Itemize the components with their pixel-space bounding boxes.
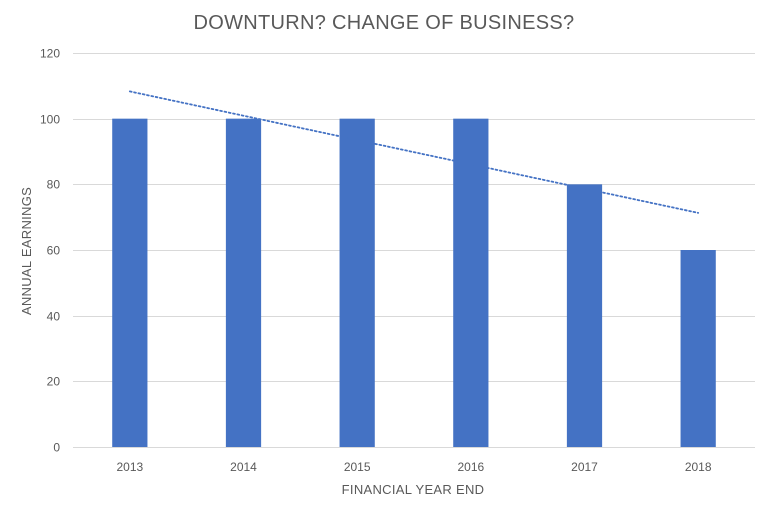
y-tick-label: 80 [47, 178, 61, 192]
x-axis-ticks: 2013 2014 2015 2016 2017 2018 [116, 460, 711, 474]
y-tick-label: 20 [47, 375, 61, 389]
y-tick-label: 120 [40, 47, 60, 61]
bar-2016 [453, 118, 489, 448]
bar-2017 [566, 184, 603, 448]
y-tick-label: 40 [47, 310, 61, 324]
x-tick-label: 2015 [344, 460, 371, 474]
y-tick-label: 100 [40, 113, 60, 127]
x-tick-label: 2013 [116, 460, 143, 474]
y-tick-label: 0 [53, 441, 60, 455]
chart-title: DOWNTURN? CHANGE OF BUSINESS? [193, 12, 575, 34]
x-tick-label: 2017 [571, 460, 598, 474]
bar-2015 [339, 118, 375, 448]
y-axis-ticks: 0 20 40 60 80 100 120 [40, 47, 60, 455]
bar-2018 [680, 250, 716, 447]
x-axis-title: FINANCIAL YEAR END [342, 482, 485, 497]
trendline [128, 90, 700, 214]
gridlines [73, 53, 755, 448]
y-axis-title: ANNUAL EARNINGS [19, 187, 34, 315]
trendline-group [128, 90, 700, 214]
bars [112, 118, 716, 448]
y-tick-label: 60 [47, 244, 61, 258]
bar-2014 [225, 118, 262, 448]
bar-2013 [112, 118, 148, 448]
x-tick-label: 2018 [685, 460, 712, 474]
x-tick-label: 2016 [457, 460, 484, 474]
x-tick-label: 2014 [230, 460, 257, 474]
